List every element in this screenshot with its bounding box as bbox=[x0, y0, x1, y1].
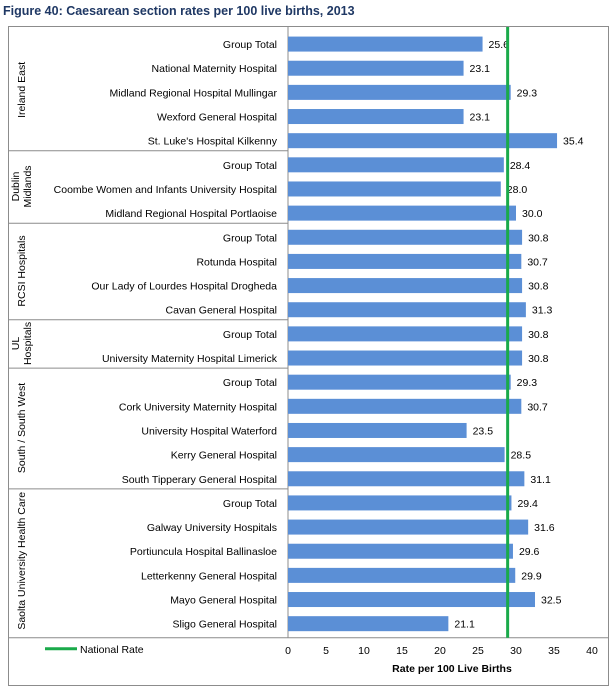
category-label: Group Total bbox=[223, 377, 277, 389]
x-axis-title: Rate per 100 Live Births bbox=[392, 663, 512, 675]
data-label: 29.3 bbox=[517, 377, 538, 389]
category-label: National Maternity Hospital bbox=[152, 63, 277, 75]
x-tick-label: 0 bbox=[285, 645, 291, 657]
group-label: Midlands bbox=[22, 165, 34, 207]
x-tick-label: 40 bbox=[586, 645, 598, 657]
bar bbox=[288, 229, 523, 245]
category-label: Midland Regional Hospital Portlaoise bbox=[105, 208, 277, 220]
bar bbox=[288, 567, 516, 583]
x-tick-label: 30 bbox=[510, 645, 522, 657]
category-label: Group Total bbox=[223, 232, 277, 244]
data-label: 28.0 bbox=[507, 184, 528, 196]
bar bbox=[288, 205, 516, 221]
category-label: Sligo General Hospital bbox=[173, 619, 277, 631]
data-label: 30.0 bbox=[522, 208, 543, 220]
category-label: Wexford General Hospital bbox=[157, 112, 277, 124]
category-label: University Maternity Hospital Limerick bbox=[102, 353, 278, 365]
bar bbox=[288, 495, 512, 511]
legend-label-national-rate: National Rate bbox=[80, 644, 144, 656]
bar bbox=[288, 181, 501, 197]
bar bbox=[288, 398, 522, 414]
x-tick-label: 35 bbox=[548, 645, 560, 657]
bar bbox=[288, 253, 522, 269]
data-label: 29.3 bbox=[517, 87, 538, 99]
x-tick-label: 5 bbox=[323, 645, 329, 657]
group-label: UL bbox=[10, 337, 22, 351]
bar bbox=[288, 374, 511, 390]
x-tick-label: 10 bbox=[358, 645, 370, 657]
data-label: 30.8 bbox=[528, 353, 549, 365]
bar bbox=[288, 84, 511, 100]
group-label: Saolta University Health Care bbox=[16, 492, 28, 630]
data-label: 30.8 bbox=[528, 281, 549, 293]
data-label: 21.1 bbox=[454, 619, 475, 631]
x-tick-label: 20 bbox=[434, 645, 446, 657]
data-label: 25.6 bbox=[489, 39, 510, 51]
data-label: 30.8 bbox=[528, 232, 549, 244]
category-label: Cavan General Hospital bbox=[166, 305, 277, 317]
data-label: 28.4 bbox=[510, 160, 531, 172]
category-label: University Hospital Waterford bbox=[141, 425, 277, 437]
bar bbox=[288, 592, 535, 608]
category-label: Cork University Maternity Hospital bbox=[119, 401, 277, 413]
bar bbox=[288, 326, 523, 342]
bar bbox=[288, 133, 558, 149]
group-label: RCSI Hospitals bbox=[16, 235, 28, 306]
bar bbox=[288, 616, 449, 632]
category-label: Group Total bbox=[223, 160, 277, 172]
bar bbox=[288, 36, 483, 52]
group-label: Hospitals bbox=[22, 322, 34, 365]
data-label: 30.8 bbox=[528, 329, 549, 341]
bar bbox=[288, 157, 504, 173]
data-label: 31.1 bbox=[530, 474, 551, 486]
chart-frame: Group Total 25.6 National Maternity Hospit… bbox=[8, 26, 609, 686]
bar bbox=[288, 471, 525, 487]
data-label: 29.9 bbox=[521, 570, 542, 582]
x-tick-label: 15 bbox=[396, 645, 408, 657]
bar bbox=[288, 109, 464, 125]
data-label: 30.7 bbox=[527, 401, 548, 413]
data-label: 32.5 bbox=[541, 595, 562, 607]
chart-canvas: Group Total 25.6 National Maternity Hospit… bbox=[9, 27, 609, 675]
bar bbox=[288, 543, 513, 559]
category-label: Group Total bbox=[223, 329, 277, 341]
category-label: Letterkenny General Hospital bbox=[141, 570, 277, 582]
data-label: 28.5 bbox=[511, 450, 532, 462]
x-tick-label: 25 bbox=[472, 645, 484, 657]
category-label: Our Lady of Lourdes Hospital Drogheda bbox=[91, 281, 277, 293]
bar bbox=[288, 350, 523, 366]
data-label: 23.1 bbox=[470, 63, 491, 75]
bar bbox=[288, 60, 464, 76]
bar bbox=[288, 302, 526, 318]
data-label: 29.4 bbox=[517, 498, 538, 510]
data-label: 30.7 bbox=[527, 256, 548, 268]
category-label: Portiuncula Hospital Ballinasloe bbox=[130, 546, 277, 558]
category-label: Coombe Women and Infants University Hosp… bbox=[54, 184, 277, 196]
data-label: 35.4 bbox=[563, 136, 584, 148]
bar bbox=[288, 422, 467, 438]
category-label: Group Total bbox=[223, 39, 277, 51]
category-label: Midland Regional Hospital Mullingar bbox=[109, 87, 277, 99]
group-label: South / South West bbox=[16, 383, 28, 473]
data-label: 23.1 bbox=[470, 112, 491, 124]
bar bbox=[288, 447, 505, 463]
data-label: 29.6 bbox=[519, 546, 540, 558]
bar bbox=[288, 278, 523, 294]
category-label: Galway University Hospitals bbox=[147, 522, 277, 534]
figure-title: Figure 40: Caesarean section rates per 1… bbox=[3, 4, 355, 18]
bar bbox=[288, 519, 529, 535]
category-label: Group Total bbox=[223, 498, 277, 510]
category-label: St. Luke's Hospital Kilkenny bbox=[148, 136, 278, 148]
category-label: Rotunda Hospital bbox=[196, 256, 277, 268]
group-label: Ireland East bbox=[16, 62, 28, 118]
category-label: South Tipperary General Hospital bbox=[122, 474, 277, 486]
data-label: 31.6 bbox=[534, 522, 555, 534]
data-label: 31.3 bbox=[532, 305, 553, 317]
group-label: Dublin bbox=[10, 171, 22, 201]
data-label: 23.5 bbox=[473, 425, 494, 437]
category-label: Kerry General Hospital bbox=[171, 450, 277, 462]
category-label: Mayo General Hospital bbox=[170, 595, 277, 607]
